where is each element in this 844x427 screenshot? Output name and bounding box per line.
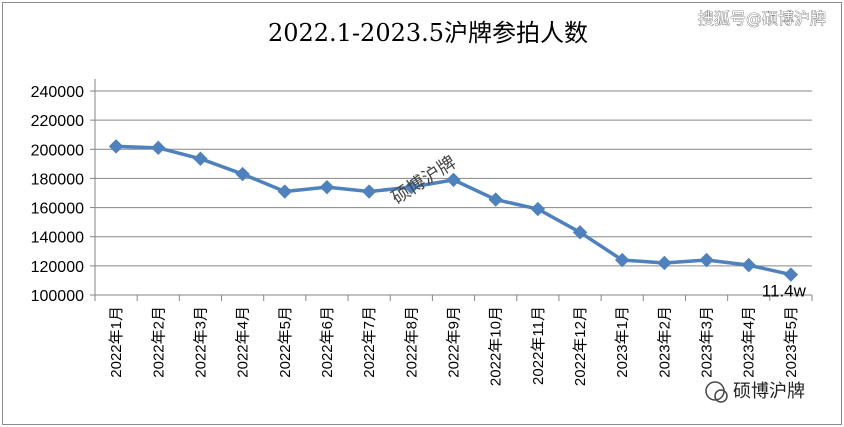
data-point (657, 255, 672, 271)
x-tick-label: 2022年5月 (277, 306, 294, 378)
data-point (151, 140, 166, 156)
data-point (404, 179, 419, 195)
y-tick-label: 100000 (31, 288, 84, 305)
y-tick-label: 200000 (31, 142, 84, 159)
data-point (277, 184, 293, 199)
x-tick-label: 2022年12月 (572, 306, 589, 386)
data-point (235, 166, 250, 182)
x-tick-label: 2022年10月 (488, 306, 505, 386)
x-tick-label: 2022年7月 (361, 306, 378, 378)
x-tick-label: 2022年9月 (446, 306, 463, 378)
data-point (488, 192, 503, 207)
data-point (614, 252, 630, 268)
x-tick-label: 2022年1月 (108, 306, 125, 378)
y-tick-label: 160000 (31, 201, 84, 218)
y-axis: 100000 120000 140000 160000 180000 200000 2200… (31, 79, 96, 305)
data-point (530, 201, 546, 217)
x-tick-label: 2023年5月 (783, 306, 800, 378)
data-point (741, 257, 756, 273)
watermark-bottom-right: 硕博沪牌 (705, 381, 805, 403)
x-tick-label: 2023年4月 (741, 306, 758, 378)
series-line: 11.4w (108, 139, 807, 301)
data-point (783, 267, 799, 282)
data-label-last: 11.4w (762, 282, 807, 301)
data-point (572, 225, 588, 240)
data-point (699, 252, 714, 268)
data-point (319, 179, 335, 195)
x-tick-label: 2022年8月 (403, 306, 420, 378)
chart-title: 2022.1-2023.5沪牌参拍人数 (268, 19, 588, 47)
data-point (108, 139, 124, 154)
watermark-top-right: 搜狐号@硕博沪牌 (698, 9, 826, 28)
x-axis: 2022年1月 2022年2月 2022年3月 2022年4月 2022年5月 2022年… (94, 294, 813, 386)
gridlines (95, 90, 812, 267)
x-tick-label: 2023年3月 (699, 306, 716, 378)
x-tick-label: 2022年6月 (319, 306, 336, 378)
x-tick-label: 2022年4月 (235, 306, 252, 378)
x-tick-label: 2023年1月 (614, 306, 631, 378)
y-tick-label: 120000 (31, 259, 84, 276)
y-tick-label: 240000 (31, 84, 84, 101)
y-tick-label: 180000 (31, 171, 84, 188)
data-point (446, 172, 461, 188)
data-point (361, 184, 377, 199)
x-tick-label: 2022年11月 (530, 306, 547, 385)
data-point (193, 151, 208, 166)
y-tick-label: 220000 (31, 113, 84, 130)
x-tick-label: 2022年2月 (150, 306, 167, 378)
watermark-bottom-right-text: 硕博沪牌 (733, 381, 805, 402)
x-tick-label: 2022年3月 (192, 306, 209, 378)
wechat-icon-bubble (714, 389, 728, 403)
x-tick-label: 2023年2月 (656, 306, 673, 378)
y-tick-label: 140000 (31, 230, 84, 247)
